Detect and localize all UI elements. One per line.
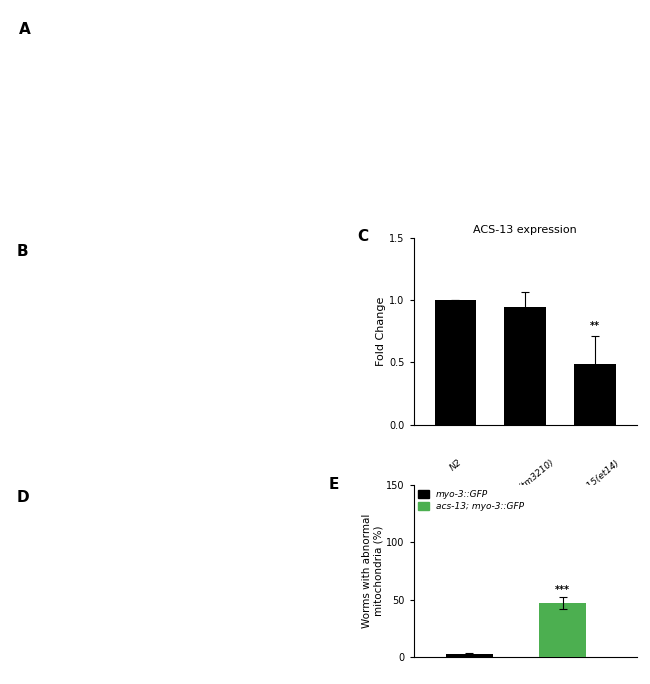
Text: ***: *** [555, 585, 570, 595]
Title: ACS-13 expression: ACS-13 expression [473, 225, 577, 235]
Legend: myo-3::GFP, acs-13; myo-3::GFP: myo-3::GFP, acs-13; myo-3::GFP [418, 490, 524, 511]
Bar [504, 306, 546, 425]
Text: paqr-2(tm3210): paqr-2(tm3210) [495, 458, 556, 511]
Y-axis label: Worms with abnormal
mitochondria (%): Worms with abnormal mitochondria (%) [361, 514, 384, 628]
Bar [574, 364, 616, 425]
Text: **: ** [590, 321, 600, 332]
Bar [540, 603, 586, 657]
Text: N2: N2 [448, 458, 463, 473]
Bar [446, 655, 493, 657]
Bar [434, 300, 476, 425]
Text: B: B [16, 244, 28, 259]
Text: E: E [329, 477, 339, 492]
Y-axis label: Fold Change: Fold Change [376, 297, 386, 366]
Text: D: D [16, 490, 29, 505]
Text: A: A [20, 22, 31, 37]
Text: mdt-15(et14): mdt-15(et14) [569, 458, 621, 503]
Text: C: C [358, 229, 369, 244]
